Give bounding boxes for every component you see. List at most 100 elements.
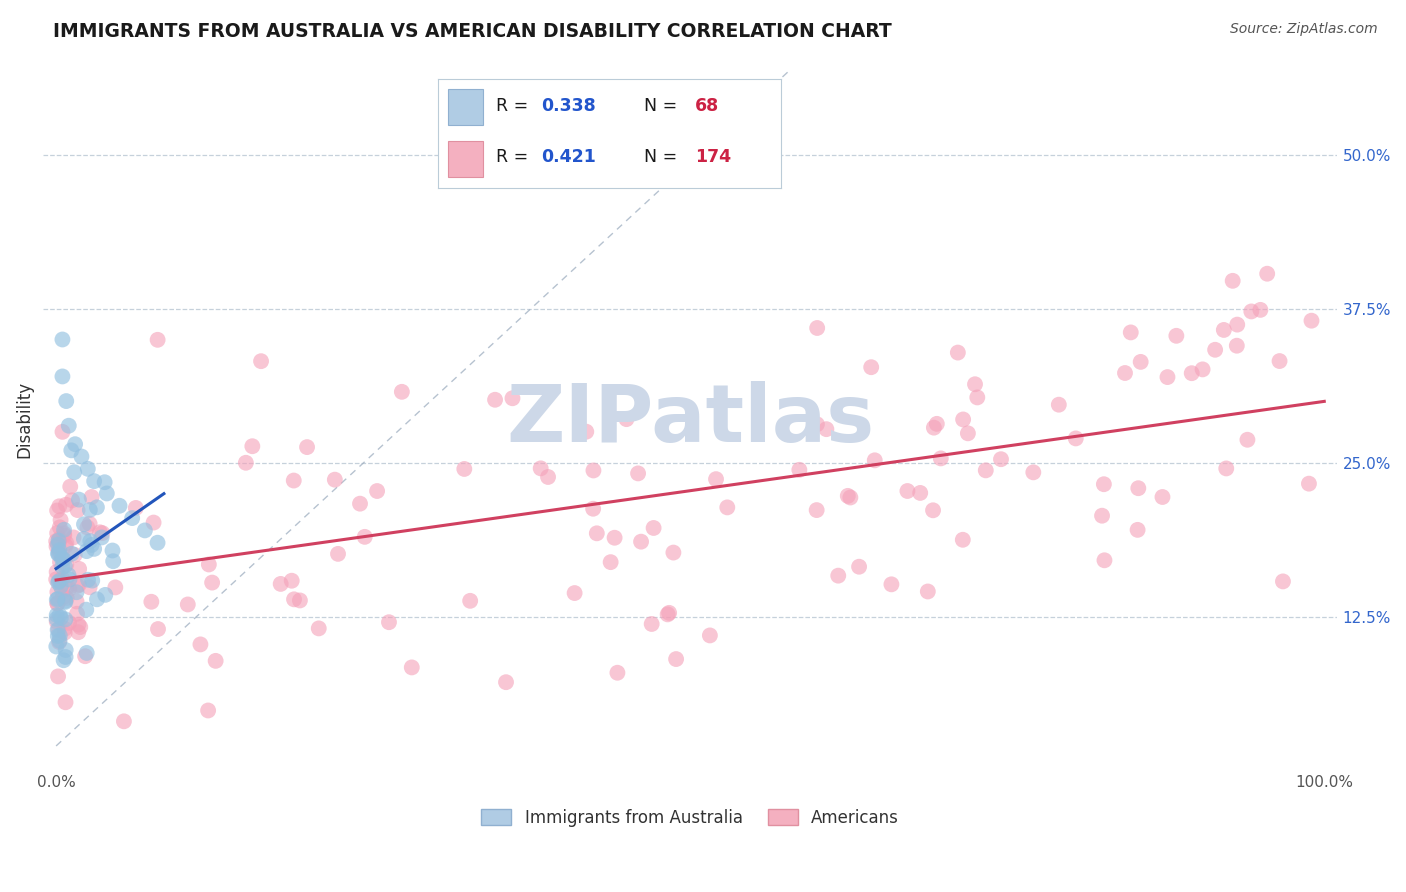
Point	[204, 654, 226, 668]
Y-axis label: Disability: Disability	[15, 381, 32, 458]
Point	[1271, 574, 1294, 589]
Point	[46, 585, 69, 599]
Point	[280, 574, 302, 588]
Point	[52, 552, 75, 566]
Point	[1114, 366, 1136, 380]
Point	[82, 574, 104, 588]
Point	[599, 555, 621, 569]
Point	[235, 456, 257, 470]
Point	[956, 426, 979, 441]
Point	[326, 547, 349, 561]
Point	[53, 625, 76, 640]
Point	[66, 503, 89, 517]
Point	[51, 584, 73, 599]
Point	[48, 533, 70, 548]
Point	[1298, 476, 1320, 491]
Point	[53, 622, 76, 636]
Point	[308, 621, 330, 635]
Point	[51, 560, 73, 574]
Point	[63, 437, 86, 451]
Point	[91, 526, 114, 541]
Point	[1092, 477, 1115, 491]
Point	[67, 617, 90, 632]
Point	[1236, 433, 1258, 447]
Point	[1022, 466, 1045, 480]
Point	[58, 568, 80, 582]
Point	[1152, 490, 1174, 504]
Point	[96, 486, 118, 500]
Point	[603, 531, 626, 545]
Point	[806, 321, 828, 335]
Point	[45, 539, 67, 553]
Point	[75, 649, 97, 664]
Point	[922, 420, 945, 434]
Point	[90, 531, 112, 545]
Point	[1256, 267, 1278, 281]
Point	[806, 417, 828, 432]
Point	[48, 500, 70, 514]
Point	[79, 516, 101, 531]
Point	[1301, 314, 1323, 328]
Point	[1119, 326, 1142, 340]
Point	[46, 623, 69, 637]
Point	[837, 489, 859, 503]
Point	[1204, 343, 1226, 357]
Point	[75, 602, 97, 616]
Point	[1094, 553, 1116, 567]
Point	[1064, 431, 1087, 445]
Point	[495, 675, 517, 690]
Text: ZIPatlas: ZIPatlas	[506, 381, 875, 458]
Point	[46, 526, 69, 541]
Point	[76, 646, 98, 660]
Point	[79, 503, 101, 517]
Point	[1240, 304, 1263, 318]
Point	[366, 483, 388, 498]
Point	[880, 577, 903, 591]
Point	[630, 534, 652, 549]
Point	[1129, 355, 1152, 369]
Point	[353, 530, 375, 544]
Point	[58, 582, 80, 596]
Point	[815, 422, 838, 436]
Point	[288, 593, 311, 607]
Point	[1181, 366, 1204, 380]
Point	[63, 465, 86, 479]
Point	[1191, 362, 1213, 376]
Point	[51, 333, 73, 347]
Point	[67, 577, 90, 591]
Point	[101, 543, 124, 558]
Point	[662, 545, 685, 559]
Point	[250, 354, 273, 368]
Point	[65, 585, 87, 599]
Point	[93, 475, 115, 490]
Point	[704, 472, 727, 486]
Point	[58, 615, 80, 630]
Point	[929, 451, 952, 466]
Point	[49, 573, 72, 587]
Point	[45, 640, 67, 654]
Point	[53, 594, 76, 608]
Point	[55, 591, 77, 605]
Point	[67, 492, 90, 507]
Point	[641, 617, 664, 632]
Point	[453, 462, 475, 476]
Point	[142, 516, 165, 530]
Point	[582, 501, 605, 516]
Point	[67, 562, 90, 576]
Point	[146, 333, 169, 347]
Point	[1047, 398, 1070, 412]
Point	[73, 532, 96, 546]
Point	[62, 531, 84, 545]
Point	[134, 524, 156, 538]
Point	[925, 417, 948, 431]
Point	[55, 643, 77, 657]
Point	[55, 536, 77, 550]
Point	[146, 535, 169, 549]
Point	[77, 573, 100, 587]
Point	[65, 594, 87, 608]
Point	[76, 544, 98, 558]
Point	[46, 629, 69, 643]
Point	[908, 486, 931, 500]
Point	[48, 633, 70, 648]
Point	[63, 548, 86, 562]
